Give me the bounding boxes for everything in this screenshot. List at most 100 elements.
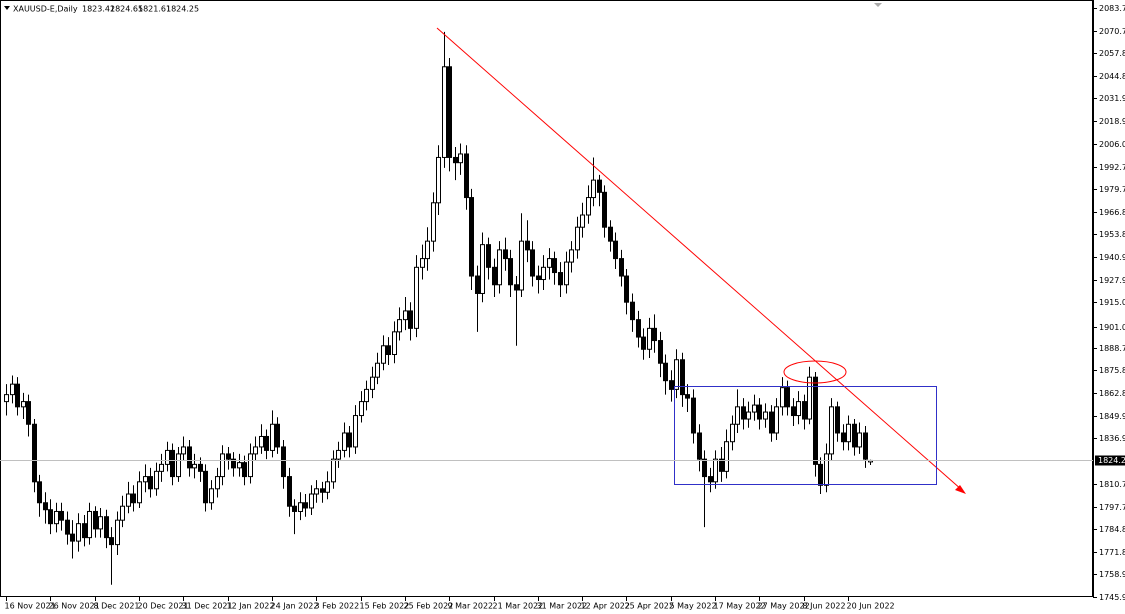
candle-body xyxy=(237,462,242,469)
candle-body xyxy=(386,345,391,356)
range-box xyxy=(674,386,937,485)
y-tick-label: 1771.85 xyxy=(1099,548,1125,557)
candle-body xyxy=(226,453,231,460)
ohlc-open: 1823.42 xyxy=(82,5,115,14)
candle-body xyxy=(735,406,740,425)
candle-body xyxy=(647,327,652,350)
candle-body xyxy=(148,476,153,490)
candle-body xyxy=(120,505,125,521)
y-tick-label: 1758.90 xyxy=(1099,570,1125,579)
candle-body xyxy=(458,153,463,164)
x-tick-label: 20 Dec 2021 xyxy=(138,602,189,611)
candle-body xyxy=(552,258,557,274)
candle-body xyxy=(242,462,247,478)
candle-body xyxy=(431,202,436,242)
candle-body xyxy=(15,383,20,408)
candle-body xyxy=(420,258,425,268)
candle-body xyxy=(425,240,430,260)
candle-body xyxy=(702,458,707,478)
candle-body xyxy=(314,488,319,495)
candle-body xyxy=(54,510,59,525)
candle-body xyxy=(630,301,635,321)
candle-body xyxy=(198,463,203,472)
candle-body xyxy=(575,226,580,251)
y-tick-label: 1901.00 xyxy=(1099,323,1125,332)
candle-body xyxy=(320,488,325,493)
candle-body xyxy=(364,388,369,403)
candle-body xyxy=(791,406,796,417)
candle-body xyxy=(503,249,508,260)
y-tick-label: 1797.75 xyxy=(1099,503,1125,512)
y-tick-label: 1953.85 xyxy=(1099,230,1125,239)
candle-body xyxy=(608,226,613,242)
candle-body xyxy=(253,446,258,455)
candle-body xyxy=(769,411,774,434)
candle-body xyxy=(453,156,458,164)
candle-body xyxy=(807,376,812,420)
candle-body xyxy=(785,387,790,408)
x-tick-label: 12 Apr 2022 xyxy=(581,602,630,611)
x-tick-label: 31 Dec 2021 xyxy=(182,602,233,611)
candle-body xyxy=(591,179,596,199)
x-tick-label: 25 Feb 2022 xyxy=(404,602,454,611)
candle-body xyxy=(497,249,502,286)
x-tick-label: 26 Nov 2021 xyxy=(49,602,100,611)
candle-body xyxy=(569,249,574,263)
candle-body xyxy=(724,441,729,472)
x-tick-label: 31 Mar 2022 xyxy=(537,602,588,611)
candle-body xyxy=(303,502,308,509)
candle-body xyxy=(275,423,280,448)
last-price-label: 1824.25 xyxy=(1098,456,1125,465)
y-tick-label: 1888.75 xyxy=(1099,344,1125,353)
candle-body xyxy=(154,470,159,490)
candle-body xyxy=(220,453,225,478)
candle-body xyxy=(757,404,762,420)
candles xyxy=(4,31,873,585)
candle-body xyxy=(309,493,314,509)
trend-arrow xyxy=(955,485,966,494)
candle-body xyxy=(492,266,497,286)
ohlc-high: 1824.65 xyxy=(110,5,143,14)
candle-body xyxy=(325,481,330,493)
candle-body xyxy=(298,502,303,512)
y-tick-label: 1979.75 xyxy=(1099,185,1125,194)
x-tick-label: 9 Mar 2022 xyxy=(448,602,494,611)
candle-body xyxy=(730,423,735,443)
candle-body xyxy=(104,516,109,539)
candle-body xyxy=(486,244,491,268)
candle-body xyxy=(558,272,563,286)
candle-body xyxy=(59,510,64,521)
candle-body xyxy=(137,481,142,504)
candle-body xyxy=(392,331,397,356)
ohlc-close: 1824.25 xyxy=(166,5,199,14)
candle-body xyxy=(829,406,834,455)
candle-body xyxy=(65,519,70,535)
y-tick-label: 2044.85 xyxy=(1099,72,1125,81)
candle-body xyxy=(115,519,120,546)
candle-body xyxy=(763,411,768,420)
ohlc-low: 1821.61 xyxy=(138,5,171,14)
candle-body xyxy=(780,387,785,408)
candle-body xyxy=(480,244,485,294)
candle-body xyxy=(602,191,607,228)
candle-body xyxy=(353,415,358,448)
candle-body xyxy=(10,383,15,396)
candle-body xyxy=(525,240,530,251)
candle-body xyxy=(270,423,275,451)
y-tick-label: 1862.85 xyxy=(1099,389,1125,398)
candle-body xyxy=(658,340,663,364)
x-tick-label: 5 May 2022 xyxy=(670,602,717,611)
x-tick-label: 27 May 2022 xyxy=(758,602,810,611)
y-tick-label: 1927.95 xyxy=(1099,276,1125,285)
candle-body xyxy=(697,432,702,460)
candle-body xyxy=(165,449,170,465)
candle-body xyxy=(469,197,474,277)
candle-body xyxy=(359,401,364,417)
candle-body xyxy=(187,446,192,469)
candle-body xyxy=(209,488,214,504)
candle-body xyxy=(680,359,685,396)
candle-body xyxy=(580,214,585,228)
candle-body xyxy=(397,319,402,333)
